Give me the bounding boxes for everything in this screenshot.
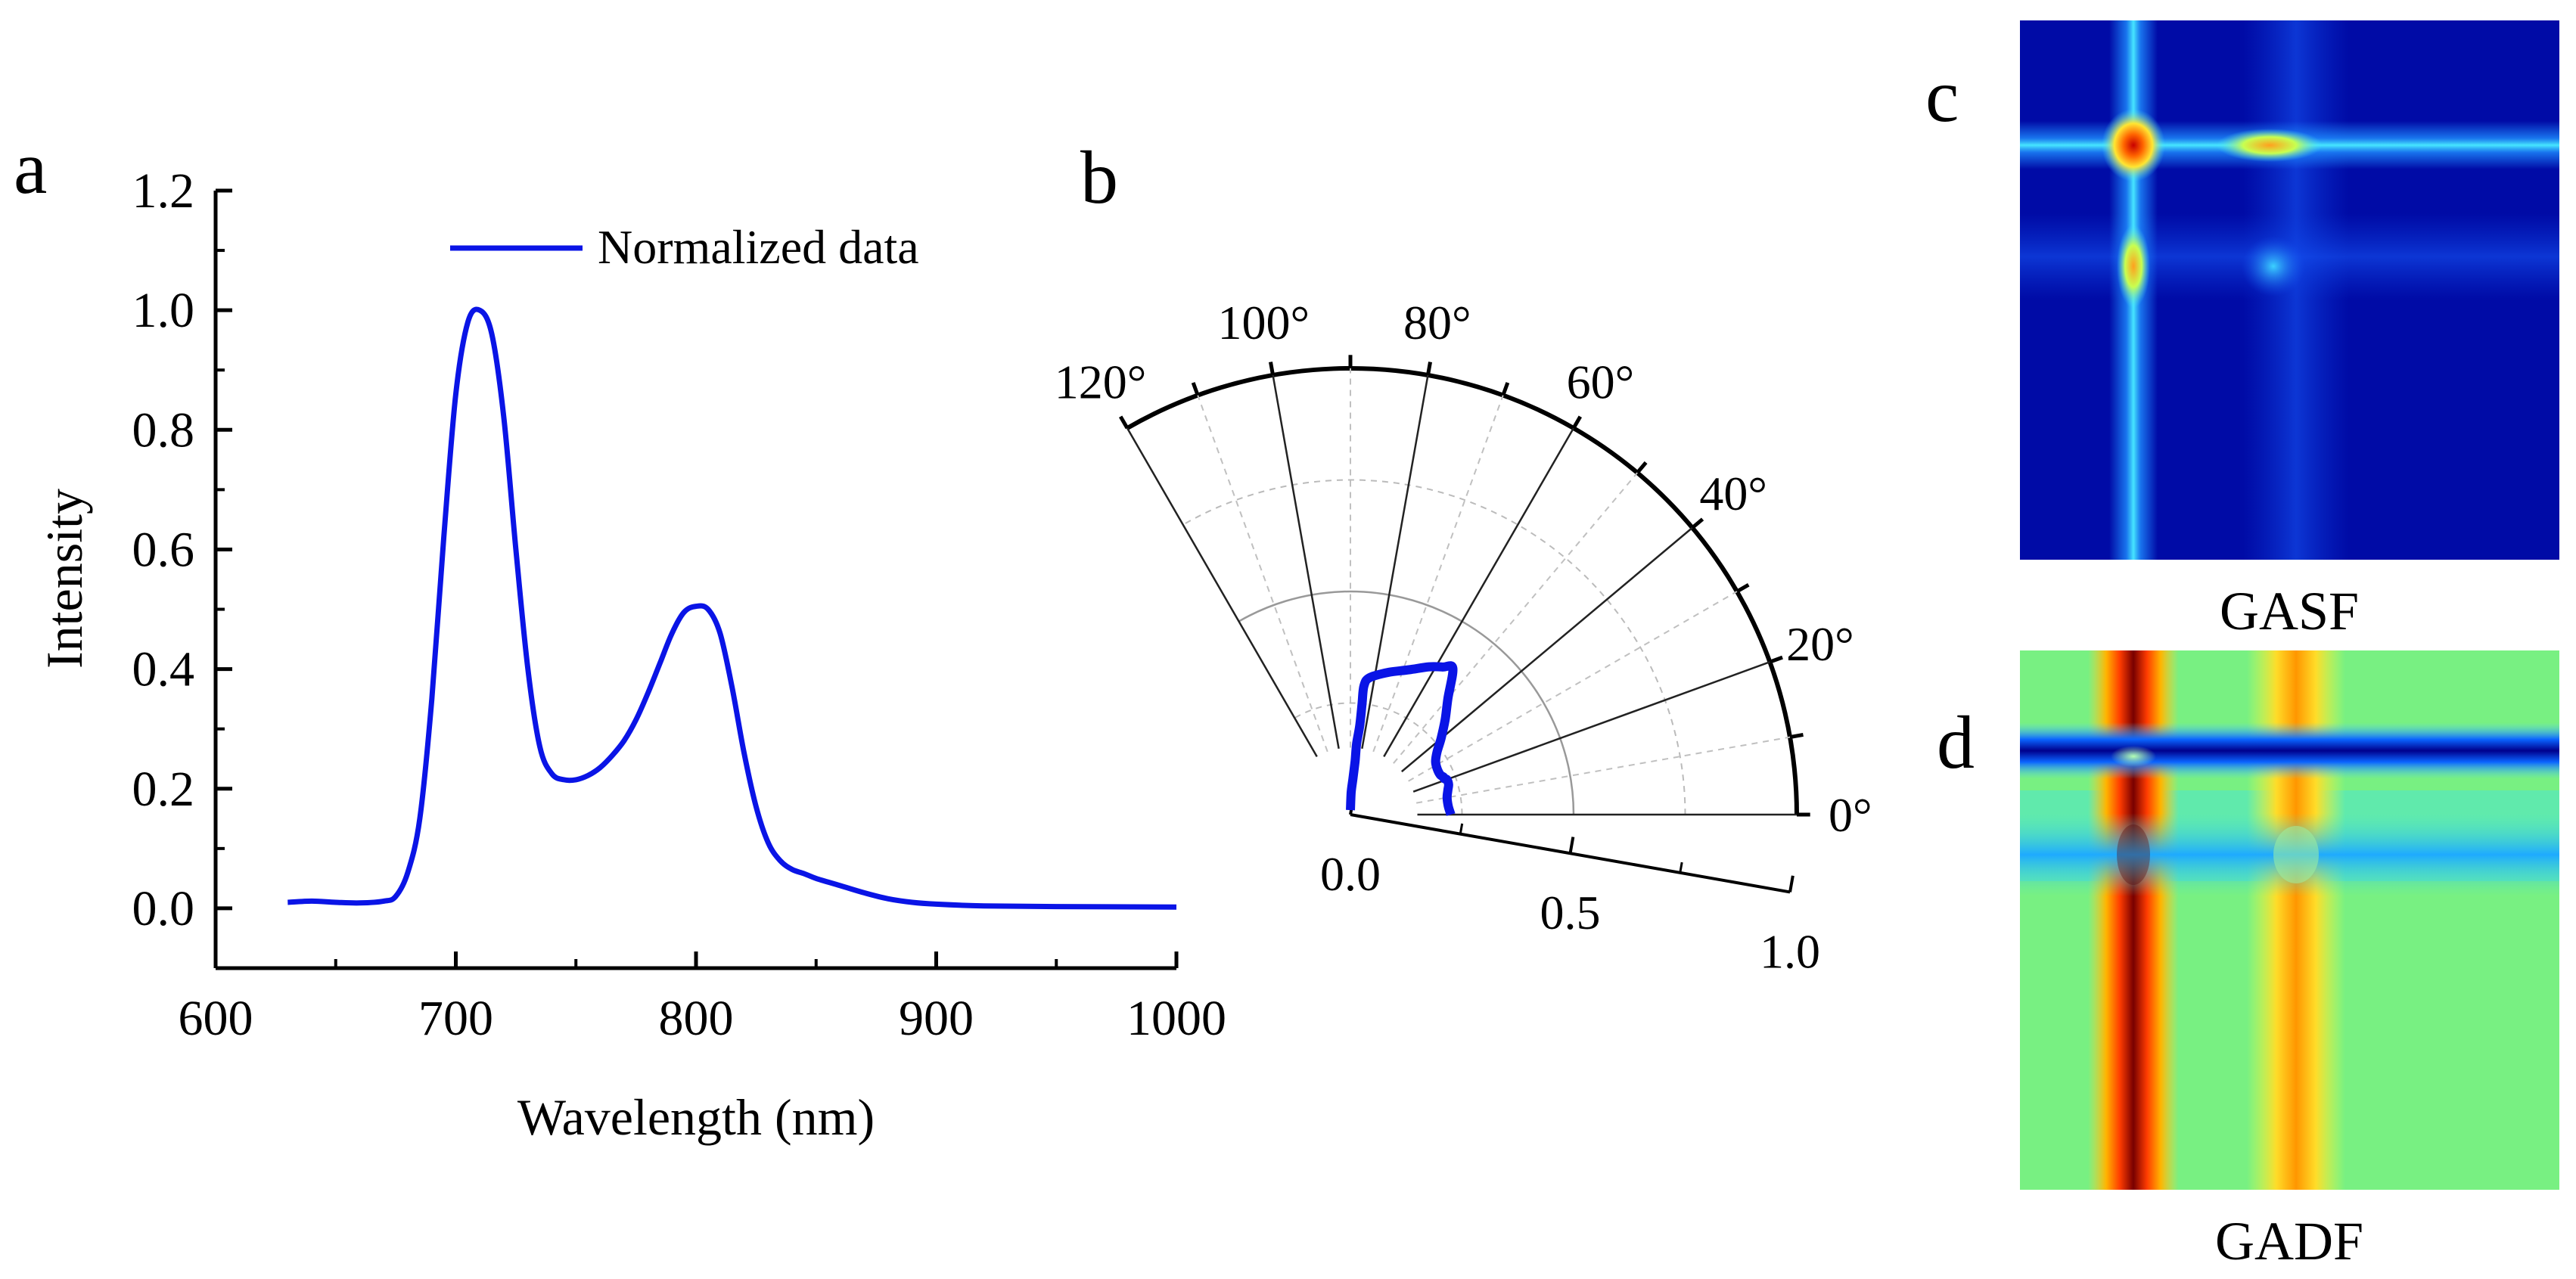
polar-spoke xyxy=(1361,374,1429,750)
radial-tick-label: 1.0 xyxy=(1760,924,1820,978)
theta-tick-label: 120° xyxy=(1055,355,1147,409)
polar-spoke xyxy=(1383,427,1575,757)
radial-tick-label: 0.0 xyxy=(1320,847,1381,901)
gasf-image xyxy=(2020,20,2559,560)
radial-minor-tick xyxy=(1679,861,1683,874)
y-tick-label: 0.8 xyxy=(132,402,195,458)
radial-minor-tick xyxy=(1459,823,1464,834)
y-axis-label: Intensity xyxy=(36,489,93,669)
theta-tick xyxy=(1269,362,1276,376)
y-tick-label: 1.0 xyxy=(132,283,195,338)
caption-gasf: GASF xyxy=(2220,581,2359,641)
legend-label: Normalized data xyxy=(598,220,919,274)
legend: Normalized data xyxy=(450,220,919,274)
theta-tick xyxy=(1191,382,1200,396)
y-tick-label: 0.0 xyxy=(132,881,195,936)
panel-label-d: d xyxy=(1937,700,1975,784)
x-axis-label: Wavelength (nm) xyxy=(517,1088,875,1146)
polar-minor-grid-arc xyxy=(1182,479,1686,815)
panel-b-polar-chart: b 0° 20° 40° 60° 80° 100° 120° 0.0 0.5 1.0 xyxy=(1055,135,1872,978)
polar-spoke xyxy=(1126,427,1318,757)
theta-tick-label: 20° xyxy=(1786,617,1854,671)
theta-tick-label: 60° xyxy=(1567,355,1635,409)
polar-spoke xyxy=(1412,661,1770,793)
polar-outer-arc xyxy=(1126,366,1799,815)
theta-tick xyxy=(1769,655,1783,664)
polar-grid-arc xyxy=(1238,590,1575,815)
gadf-image xyxy=(2020,650,2559,1190)
polar-spoke xyxy=(1272,374,1340,750)
series-line-normalized-data xyxy=(287,306,1177,910)
polar-spoke xyxy=(1400,526,1693,773)
panel-label-c: c xyxy=(1925,54,1959,138)
panel-label-a: a xyxy=(14,126,47,210)
polar-minor-spoke xyxy=(1393,472,1639,764)
y-tick-label: 1.2 xyxy=(132,163,195,219)
theta-tick-label: 100° xyxy=(1217,296,1310,349)
x-tick-label: 1000 xyxy=(1126,991,1226,1046)
theta-tick xyxy=(1501,382,1510,396)
panel-label-b: b xyxy=(1080,135,1118,219)
theta-tick xyxy=(1425,362,1432,376)
theta-tick xyxy=(1691,517,1704,529)
theta-tick xyxy=(1735,582,1750,594)
theta-tick xyxy=(1571,415,1583,430)
x-tick-label: 600 xyxy=(179,991,253,1046)
theta-tick xyxy=(1789,733,1804,740)
y-tick-label: 0.4 xyxy=(132,642,195,697)
theta-tick xyxy=(1636,461,1648,474)
theta-tick-label: 0° xyxy=(1829,788,1872,842)
theta-tick xyxy=(1118,415,1130,430)
panel-a-line-chart: a 600 700 800 900 10000.00.20.40.60.81.01.2 … xyxy=(14,126,1226,1146)
panel-c-gasf-heatmap: c GASF xyxy=(1925,20,2559,641)
theta-tick-label: 80° xyxy=(1403,296,1471,349)
x-tick-label: 800 xyxy=(659,991,734,1046)
y-tick-label: 0.2 xyxy=(132,762,195,817)
radial-tick xyxy=(1568,837,1575,854)
panel-d-gadf-heatmap: d GADF xyxy=(1937,650,2559,1271)
radial-tick xyxy=(1788,875,1794,893)
caption-gadf: GADF xyxy=(2215,1211,2363,1271)
y-tick-label: 0.6 xyxy=(132,522,195,577)
series-line-polar xyxy=(1346,661,1458,816)
x-tick-label: 700 xyxy=(418,991,493,1046)
theta-tick-label: 40° xyxy=(1699,467,1767,520)
radial-tick-label: 0.5 xyxy=(1540,886,1601,939)
x-tick-label: 900 xyxy=(899,991,974,1046)
